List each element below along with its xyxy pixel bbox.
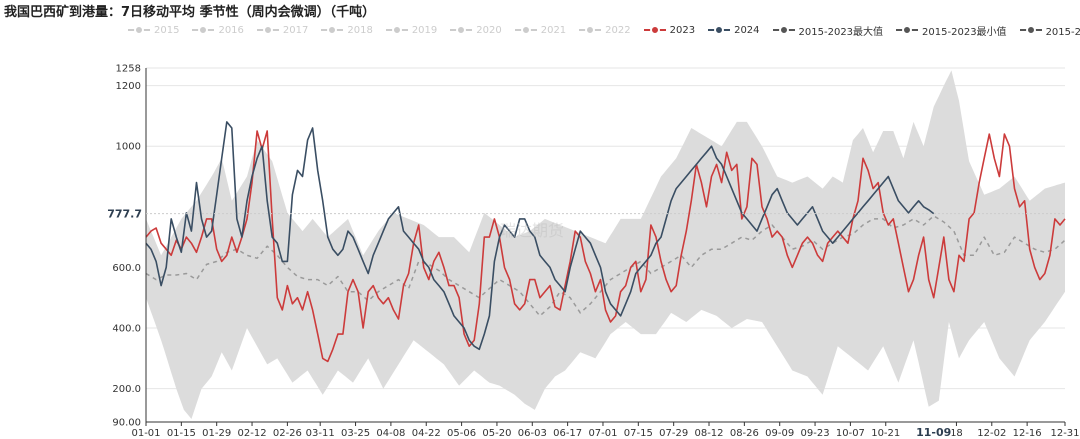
band-area xyxy=(146,70,1065,420)
legend-marker-icon xyxy=(321,25,344,35)
legend-item-2021[interactable]: 2021 xyxy=(514,24,567,36)
pointer: 777.7 11-09 xyxy=(106,205,1065,439)
legend-item-2022[interactable]: 2022 xyxy=(579,24,631,36)
range-band-max-min xyxy=(146,70,1065,420)
series-line-2024 xyxy=(145,121,935,351)
legend-item-2018[interactable]: 2018 xyxy=(321,24,373,36)
legend-item-2023[interactable]: 2023 xyxy=(643,24,696,36)
legend-marker-icon xyxy=(192,25,215,35)
y-tick-label: 1000 xyxy=(116,142,141,153)
legend-marker-icon xyxy=(256,25,279,35)
x-tick-label: 02-26 xyxy=(273,428,302,439)
x-tick-label: 04-22 xyxy=(412,428,441,439)
legend-item-2020[interactable]: 2020 xyxy=(450,24,502,36)
x-tick-label: 01-01 xyxy=(131,428,160,439)
legend-marker-icon xyxy=(450,25,473,35)
x-tick-label: 09-23 xyxy=(801,428,830,439)
legend-label: 2020 xyxy=(476,24,502,36)
legend-marker-icon xyxy=(643,25,666,35)
y-tick-label: 600.0 xyxy=(112,263,141,274)
legend-label: 2015-2023最大值 xyxy=(798,26,884,38)
x-tick-label: 05-06 xyxy=(447,428,476,439)
legend-marker-icon xyxy=(579,25,602,35)
pointer-x-badge xyxy=(915,425,952,439)
pointer-x-label: 11-09 xyxy=(916,426,951,439)
series-lines xyxy=(145,121,1066,363)
x-tick-label: 03-11 xyxy=(306,428,335,439)
x-tick-label: 06-17 xyxy=(553,428,582,439)
x-tick-label: 10-21 xyxy=(871,428,900,439)
legend-label: 2022 xyxy=(605,24,631,36)
legend-item-2015-2023均值[interactable]: 2015-2023均值 xyxy=(1019,23,1080,38)
legend-label: 2015 xyxy=(154,24,180,36)
series-line-2015-2023均值 xyxy=(145,215,1066,317)
legend-label: 2024 xyxy=(734,24,760,36)
x-tick-label: 10-07 xyxy=(836,428,865,439)
legend-marker-icon xyxy=(385,25,408,35)
x-tick-label: 01-15 xyxy=(167,428,196,439)
chart-title: 我国巴西矿到港量：7日移动平均 季节性（周内会微调）（千吨） xyxy=(4,5,376,20)
legend-label: 2023 xyxy=(669,24,696,36)
legend-item-2019[interactable]: 2019 xyxy=(385,24,438,36)
series-line-2023 xyxy=(145,130,1066,363)
legend-label: 2018 xyxy=(347,24,373,36)
legend-item-2015[interactable]: 2015 xyxy=(128,25,179,36)
legend-item-2016[interactable]: 2016 xyxy=(192,24,244,36)
legend-label: 2016 xyxy=(218,24,244,36)
x-tick-label: 07-15 xyxy=(624,428,653,439)
y-tick-label: 1258 xyxy=(116,64,141,75)
x-tick-label: 07-29 xyxy=(659,428,688,439)
legend-marker-icon xyxy=(1019,25,1042,35)
x-tick-label: 05-20 xyxy=(482,428,511,439)
watermark: 瑞达期货 xyxy=(500,221,564,240)
x-tick-label: 12-31 xyxy=(1050,428,1079,439)
legend-label: 2015-2023均值 xyxy=(1045,26,1080,38)
legend-label: 2021 xyxy=(540,24,567,36)
legend-item-2017[interactable]: 2017 xyxy=(256,24,309,36)
x-tick-label: 06-03 xyxy=(518,428,547,439)
x-tick-label: 12-02 xyxy=(977,428,1006,439)
y-tick-label: 200.0 xyxy=(112,384,141,395)
legend-item-2015-2023最小值[interactable]: 2015-2023最小值 xyxy=(896,23,1007,38)
x-tick-label: 12-16 xyxy=(1013,428,1042,439)
y-tick-label: 400.0 xyxy=(112,324,141,335)
legend-label: 2017 xyxy=(282,24,309,36)
legend-marker-icon xyxy=(708,25,731,35)
legend-marker-icon xyxy=(514,25,537,35)
pointer-y-label: 777.7 xyxy=(107,208,142,221)
x-tick-label: 09-09 xyxy=(765,428,794,439)
legend-item-2024[interactable]: 2024 xyxy=(708,24,760,36)
y-tick-label: 90.00 xyxy=(112,418,141,429)
legend: 2015 2016 2017 2018 2019 2020 2021 2022 2023 2024… xyxy=(128,21,1080,39)
x-tick-label: 18 xyxy=(950,428,963,439)
legend-marker-icon xyxy=(772,25,795,35)
pointer-y-badge xyxy=(106,205,144,222)
legend-marker-icon xyxy=(896,25,919,35)
x-tick-label: 03-25 xyxy=(341,428,370,439)
legend-item-2015-2023最大值[interactable]: 2015-2023最大值 xyxy=(772,23,884,38)
x-tick-label: 08-12 xyxy=(694,428,723,439)
x-tick-label: 07-01 xyxy=(588,428,617,439)
x-tick-label: 01-29 xyxy=(202,428,231,439)
legend-label: 2015-2023最小值 xyxy=(922,26,1007,38)
x-tick-label: 02-12 xyxy=(238,428,267,439)
y-tick-label: 1200 xyxy=(116,81,141,92)
x-tick-label: 08-26 xyxy=(730,428,759,439)
legend-marker-icon xyxy=(128,25,150,35)
legend-label: 2019 xyxy=(411,24,438,36)
x-tick-label: 04-08 xyxy=(376,428,405,439)
